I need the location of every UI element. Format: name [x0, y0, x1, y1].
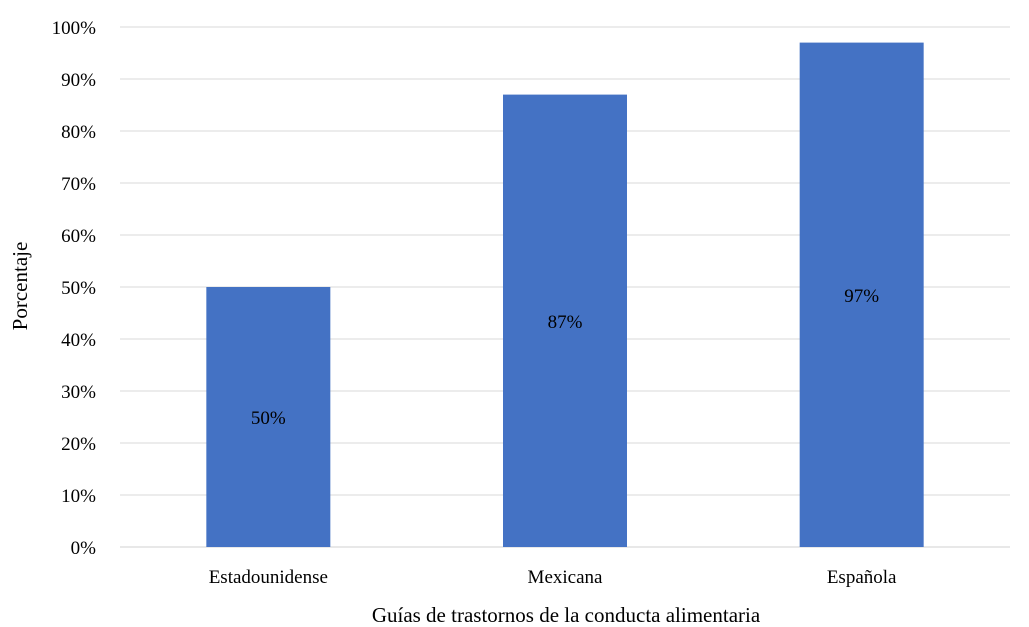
x-tick-label: Mexicana: [528, 567, 603, 588]
y-tick-label: 60%: [61, 226, 96, 247]
x-axis-title: Guías de trastornos de la conducta alime…: [372, 603, 761, 627]
y-tick-label: 10%: [61, 486, 96, 507]
y-tick-label: 80%: [61, 122, 96, 143]
y-axis-title: Porcentaje: [8, 242, 32, 331]
y-tick-label: 100%: [52, 18, 97, 39]
bar: [206, 287, 331, 547]
y-tick-label: 40%: [61, 330, 96, 351]
y-tick-label: 50%: [61, 278, 96, 299]
x-axis-tick-labels: Estadounidense Mexicana Española: [209, 567, 897, 588]
y-tick-label: 90%: [61, 70, 96, 91]
bar: [503, 94, 627, 547]
x-tick-label: Estadounidense: [209, 567, 328, 588]
y-axis-tick-labels: 0% 10% 20% 30% 40% 50% 60% 70% 80% 90% 100%: [52, 18, 97, 559]
y-tick-label: 70%: [61, 174, 96, 195]
bar-data-label: 50%: [251, 408, 286, 429]
y-tick-label: 30%: [61, 382, 96, 403]
bars: [206, 42, 924, 547]
x-tick-label: Española: [827, 567, 897, 588]
bar-data-label: 97%: [844, 286, 879, 307]
bar: [799, 42, 924, 547]
data-labels: 50% 87% 97%: [251, 286, 879, 429]
bar-data-label: 87%: [548, 312, 583, 333]
y-tick-label: 0%: [71, 538, 97, 559]
y-tick-label: 20%: [61, 434, 96, 455]
